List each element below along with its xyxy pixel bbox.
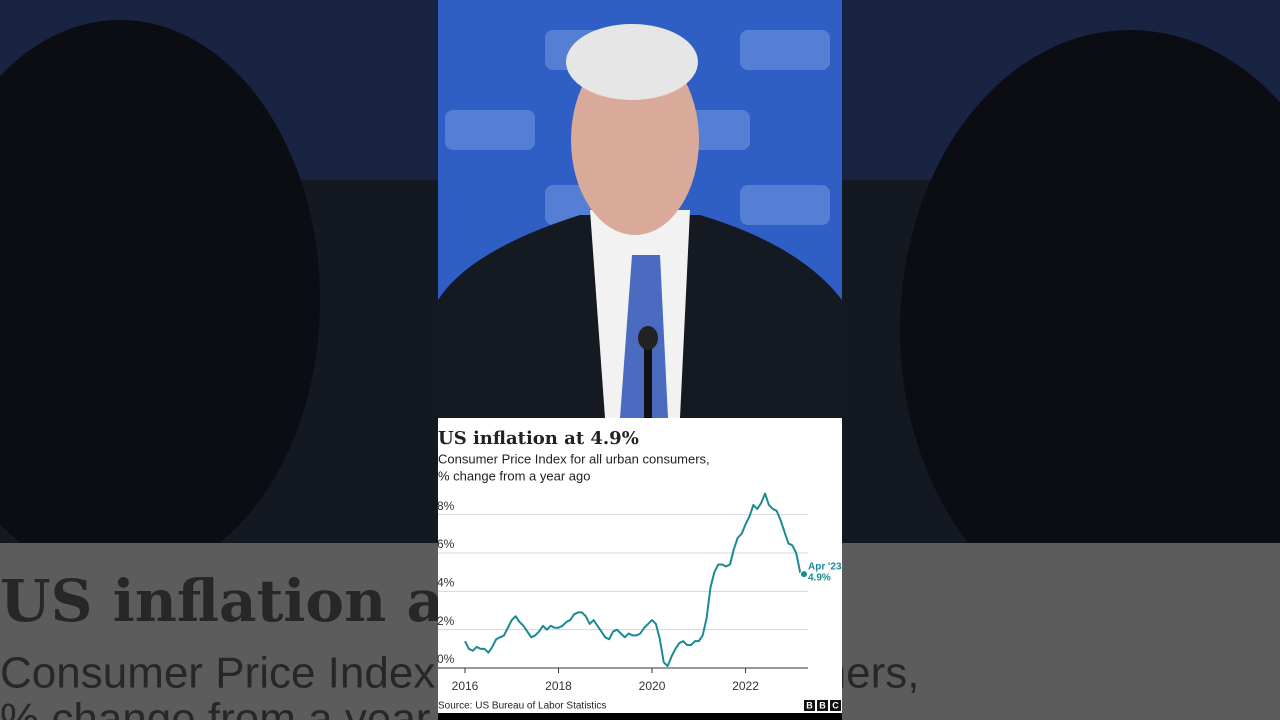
y-tick-label: 0%: [437, 652, 455, 666]
line: [464, 492, 805, 668]
chart-title: US inflation at 4.9%: [438, 428, 639, 449]
y-tick-label: 6%: [437, 537, 455, 551]
x-tick-label: 2020: [639, 679, 666, 693]
y-tick-label: 8%: [437, 499, 455, 513]
backdrop-shoulder: [900, 30, 1280, 630]
logo-box: [830, 700, 841, 711]
x-tick-label: 2022: [732, 679, 759, 693]
chart-panel: [438, 418, 842, 713]
y-tick-label: 4%: [437, 576, 455, 590]
end-point: [800, 570, 808, 579]
x-tick-label: 2016: [452, 679, 479, 693]
logo-letter: B: [806, 700, 813, 710]
logo-letter: B: [819, 700, 826, 710]
logo-box: [804, 700, 815, 711]
annotation-date: Apr '23: [808, 562, 842, 573]
microphone-head: [638, 326, 658, 350]
x-tick-label: 2018: [545, 679, 572, 693]
annotation-value: 4.9%: [808, 573, 831, 584]
chart-subtitle: % change from a year ago: [438, 468, 590, 483]
logo-letter: C: [832, 700, 839, 710]
y-tick-label: 2%: [437, 614, 455, 628]
microphone: [644, 330, 652, 418]
source: Source: US Bureau of Labor Statistics: [438, 701, 606, 712]
logo-box: [817, 700, 828, 711]
backdrop-subtitle: % change from a year ago: [0, 695, 516, 720]
chart-subtitle: Consumer Price Index for all urban consu…: [438, 451, 710, 466]
backdrop-shoulder: [0, 20, 320, 580]
hair: [566, 24, 698, 100]
